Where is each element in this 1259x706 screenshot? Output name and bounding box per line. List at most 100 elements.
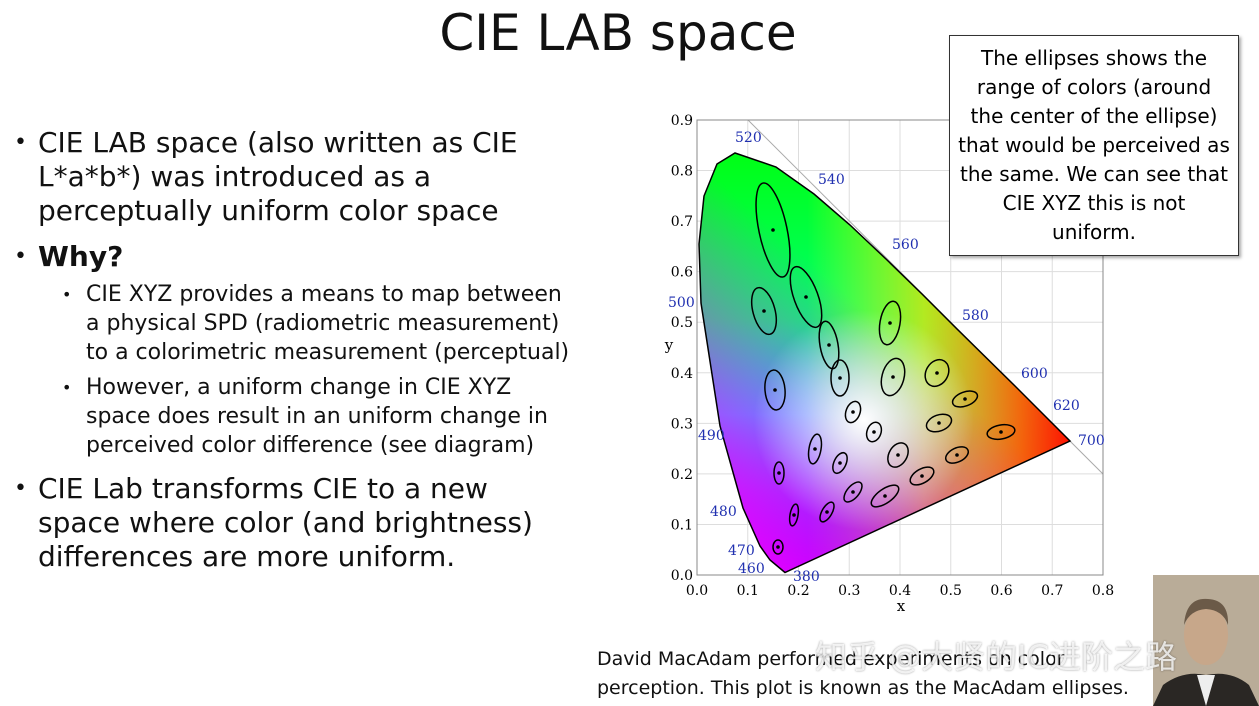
ellipse-center xyxy=(851,410,855,414)
bullet: CIE LAB space (also written as CIE L*a*b… xyxy=(12,126,572,228)
ellipse xyxy=(844,400,862,424)
ellipse-center xyxy=(963,397,967,401)
x-axis-label: x xyxy=(897,597,906,615)
ellipse xyxy=(807,433,823,465)
ellipse-center xyxy=(838,376,842,380)
ellipse xyxy=(764,369,786,411)
wavelength-label: 470 xyxy=(728,543,755,559)
ellipse-center xyxy=(776,545,780,549)
wavelength-label: 490 xyxy=(698,428,725,444)
y-tick-label: 0.0 xyxy=(671,568,693,584)
y-tick-label: 0.2 xyxy=(671,467,693,483)
wavelength-label: 460 xyxy=(738,561,765,577)
ellipse-center xyxy=(955,453,959,457)
y-tick-label: 0.8 xyxy=(671,164,693,180)
bullet-text: CIE LAB space (also written as CIE L*a*b… xyxy=(38,126,518,227)
ellipse xyxy=(789,265,823,329)
ellipse-center xyxy=(825,510,829,514)
x-tick-label: 0.3 xyxy=(838,583,860,599)
y-tick-label: 0.4 xyxy=(671,366,693,382)
y-axis-label: y xyxy=(664,336,674,354)
ellipse-center xyxy=(999,430,1003,434)
ellipse-center xyxy=(883,494,887,498)
wavelength-label: 380 xyxy=(793,569,820,585)
ellipse xyxy=(909,466,935,486)
ellipse xyxy=(819,501,835,523)
x-tick-label: 0.0 xyxy=(686,583,708,599)
bullet: Why? CIE XYZ provides a means to map bet… xyxy=(12,240,572,460)
wavelength-label: 580 xyxy=(962,308,989,324)
ellipse-center xyxy=(935,371,939,375)
ellipse xyxy=(880,357,906,397)
axes: 0.0 0.1 0.2 0.3 0.4 0.5 0.6 0.7 0.8 0.0 0.1 0.2 0.3 0… xyxy=(664,113,1114,615)
ellipse-center xyxy=(771,228,775,232)
plot-frame xyxy=(696,119,1104,576)
ellipse xyxy=(870,484,900,508)
ellipse-center xyxy=(872,430,876,434)
ellipse xyxy=(772,539,784,555)
ellipse xyxy=(986,423,1016,441)
ellipse-center xyxy=(777,471,781,475)
ellipse xyxy=(755,182,791,278)
sub-list: CIE XYZ provides a means to map between … xyxy=(38,280,572,460)
ellipse xyxy=(925,413,953,433)
ellipse xyxy=(788,503,800,527)
x-tick-label: 0.2 xyxy=(787,583,809,599)
y-tick-label: 0.3 xyxy=(671,416,693,432)
bullet-list: CIE LAB space (also written as CIE L*a*b… xyxy=(12,126,572,586)
ellipse xyxy=(773,461,785,485)
ellipse xyxy=(865,421,883,443)
x-tick-label: 0.6 xyxy=(990,583,1012,599)
x-tick-label: 0.7 xyxy=(1041,583,1063,599)
ellipse-center xyxy=(773,388,777,392)
wavelength-label: 700 xyxy=(1078,433,1105,449)
ellipse xyxy=(750,286,778,336)
ellipse xyxy=(878,300,902,346)
watermark: 知乎 @大贤的IC进阶之路 xyxy=(815,638,1177,676)
y-tick-label: 0.1 xyxy=(671,517,693,533)
bullet-text: Why? xyxy=(38,240,124,273)
bullet-text: CIE Lab transforms CIE to a new space wh… xyxy=(38,472,533,573)
x-tick-label: 0.5 xyxy=(940,583,962,599)
ellipse-center xyxy=(792,513,796,517)
ellipse-center xyxy=(888,321,892,325)
ellipse-center xyxy=(937,421,941,425)
y-tick-label: 0.9 xyxy=(671,113,693,129)
ellipse-center xyxy=(896,453,900,457)
ellipse-center xyxy=(827,343,831,347)
callout-box: The ellipses shows the range of colors (… xyxy=(949,35,1239,256)
wavelength-label: 560 xyxy=(892,237,919,253)
ellipse xyxy=(830,359,850,397)
ellipse xyxy=(832,451,848,475)
x-tick-label: 0.8 xyxy=(1092,583,1114,599)
caption: David MacAdam performed experiments on c… xyxy=(597,648,1129,699)
wavelength-label: 620 xyxy=(1053,398,1080,414)
ellipse xyxy=(951,390,979,408)
ellipse xyxy=(944,446,970,464)
y-tick-label: 0.6 xyxy=(671,265,693,281)
y-tick-label: 0.7 xyxy=(671,214,693,230)
x-tick-label: 0.4 xyxy=(889,583,911,599)
ellipse-center xyxy=(920,474,924,478)
ellipse xyxy=(887,442,909,468)
wavelength-label: 540 xyxy=(818,172,845,188)
ellipse xyxy=(818,320,840,370)
wavelength-label: 480 xyxy=(710,504,737,520)
ellipse-center xyxy=(762,309,766,313)
y-tick-label: 0.5 xyxy=(671,315,693,331)
bullet: CIE Lab transforms CIE to a new space wh… xyxy=(12,472,572,574)
wavelength-label: 500 xyxy=(668,295,695,311)
ellipse xyxy=(924,358,950,388)
ellipse-center xyxy=(813,447,817,451)
sub-bullet: However, a uniform change in CIE XYZ spa… xyxy=(38,373,572,460)
ellipse-center xyxy=(804,295,808,299)
ellipse-center xyxy=(851,490,855,494)
ellipse-center xyxy=(838,461,842,465)
sub-bullet: CIE XYZ provides a means to map between … xyxy=(38,280,572,367)
ellipse xyxy=(843,481,863,503)
wavelength-label: 520 xyxy=(735,130,762,146)
portrait-photo xyxy=(1153,575,1259,706)
wavelength-label: 600 xyxy=(1021,366,1048,382)
